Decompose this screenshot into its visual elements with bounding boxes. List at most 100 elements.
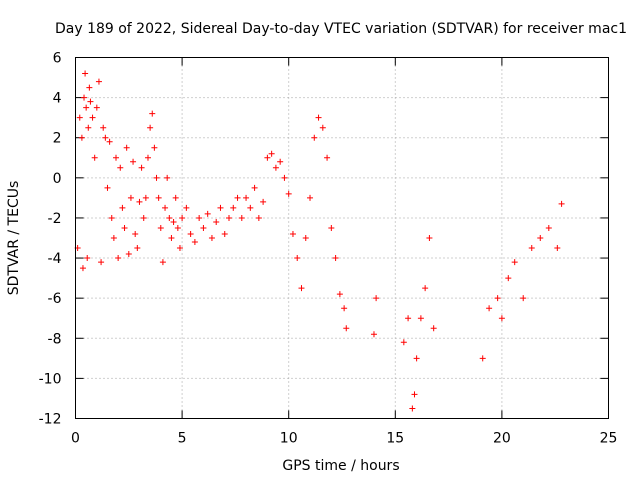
data-point bbox=[413, 355, 420, 362]
data-point bbox=[100, 124, 107, 131]
data-point bbox=[132, 230, 139, 237]
data-point bbox=[343, 325, 350, 332]
data-point bbox=[134, 245, 141, 252]
data-point bbox=[243, 194, 250, 201]
data-point bbox=[155, 194, 162, 201]
data-point bbox=[110, 235, 117, 241]
data-point bbox=[187, 230, 194, 237]
data-point bbox=[370, 331, 377, 338]
data-point bbox=[159, 259, 166, 266]
y-tick-label: -6 bbox=[48, 291, 62, 307]
data-point bbox=[147, 124, 154, 131]
data-point bbox=[230, 204, 237, 211]
data-point bbox=[528, 245, 535, 252]
y-tick-label: -2 bbox=[48, 211, 62, 227]
data-point bbox=[196, 214, 203, 221]
data-point bbox=[91, 154, 98, 161]
data-point bbox=[172, 194, 179, 201]
grid-lines bbox=[75, 57, 609, 419]
data-point bbox=[140, 214, 147, 221]
data-point bbox=[82, 70, 89, 77]
data-point bbox=[494, 295, 501, 302]
data-point bbox=[505, 275, 512, 282]
data-point bbox=[298, 285, 305, 292]
data-point bbox=[520, 295, 527, 302]
data-point bbox=[191, 239, 198, 246]
data-point bbox=[98, 259, 105, 266]
chart-title: Day 189 of 2022, Sidereal Day-to-day VTE… bbox=[55, 21, 627, 37]
data-point bbox=[554, 245, 561, 252]
data-point bbox=[166, 214, 173, 221]
data-point bbox=[142, 194, 149, 201]
y-axis-label: SDTVAR / TECUs bbox=[6, 181, 22, 296]
data-point bbox=[119, 204, 126, 211]
data-point bbox=[247, 204, 254, 211]
data-point bbox=[76, 114, 83, 121]
data-point bbox=[307, 194, 314, 201]
data-point bbox=[208, 235, 215, 241]
data-point bbox=[264, 154, 271, 161]
data-point bbox=[117, 164, 124, 171]
data-point bbox=[84, 255, 91, 262]
x-tick-label: 25 bbox=[600, 431, 618, 447]
data-point bbox=[426, 235, 433, 241]
data-point bbox=[164, 174, 171, 181]
data-point bbox=[234, 194, 241, 201]
data-point bbox=[260, 198, 267, 205]
data-point bbox=[153, 174, 160, 181]
data-point bbox=[125, 251, 132, 258]
data-point bbox=[95, 78, 102, 85]
data-point bbox=[405, 315, 412, 322]
data-point bbox=[537, 235, 544, 241]
data-point bbox=[289, 230, 296, 237]
data-point bbox=[179, 214, 186, 221]
data-point bbox=[417, 315, 424, 322]
x-axis: 0 5 10 15 20 25 bbox=[71, 57, 618, 447]
data-point bbox=[336, 291, 343, 298]
y-tick-label: 4 bbox=[53, 91, 62, 107]
data-point bbox=[151, 144, 158, 151]
y-tick-label: 6 bbox=[53, 51, 62, 67]
data-point bbox=[176, 245, 183, 252]
y-tick-label: -12 bbox=[39, 412, 62, 428]
data-point bbox=[136, 198, 143, 205]
y-tick-label: -4 bbox=[48, 251, 62, 267]
data-point bbox=[183, 204, 190, 211]
data-point bbox=[86, 84, 93, 91]
x-tick-label: 20 bbox=[493, 431, 511, 447]
data-point bbox=[268, 150, 275, 157]
data-point bbox=[104, 184, 111, 191]
data-point bbox=[170, 218, 177, 225]
data-point bbox=[79, 265, 86, 272]
x-tick-label: 15 bbox=[386, 431, 404, 447]
data-point bbox=[168, 235, 175, 241]
data-point bbox=[238, 214, 245, 221]
data-point bbox=[319, 124, 326, 131]
data-point bbox=[149, 110, 156, 117]
data-point bbox=[89, 114, 96, 121]
data-point bbox=[123, 144, 130, 151]
data-point bbox=[251, 184, 258, 191]
data-point bbox=[373, 295, 380, 302]
data-point bbox=[315, 114, 322, 121]
data-point bbox=[409, 405, 416, 412]
data-point bbox=[221, 230, 228, 237]
data-points bbox=[74, 70, 565, 412]
data-point bbox=[174, 224, 181, 231]
x-axis-label: GPS time / hours bbox=[282, 458, 399, 474]
y-tick-label: 2 bbox=[53, 131, 62, 147]
data-point bbox=[311, 134, 318, 141]
data-point bbox=[400, 339, 407, 346]
data-point bbox=[138, 164, 145, 171]
data-point bbox=[106, 138, 113, 145]
data-point bbox=[144, 154, 151, 161]
data-point bbox=[102, 134, 109, 141]
data-point bbox=[255, 214, 262, 221]
y-tick-label: 0 bbox=[53, 171, 62, 187]
plot-frame bbox=[75, 57, 609, 419]
data-point bbox=[511, 259, 518, 266]
data-point bbox=[486, 305, 493, 312]
data-point bbox=[411, 391, 418, 398]
data-point bbox=[108, 214, 115, 221]
